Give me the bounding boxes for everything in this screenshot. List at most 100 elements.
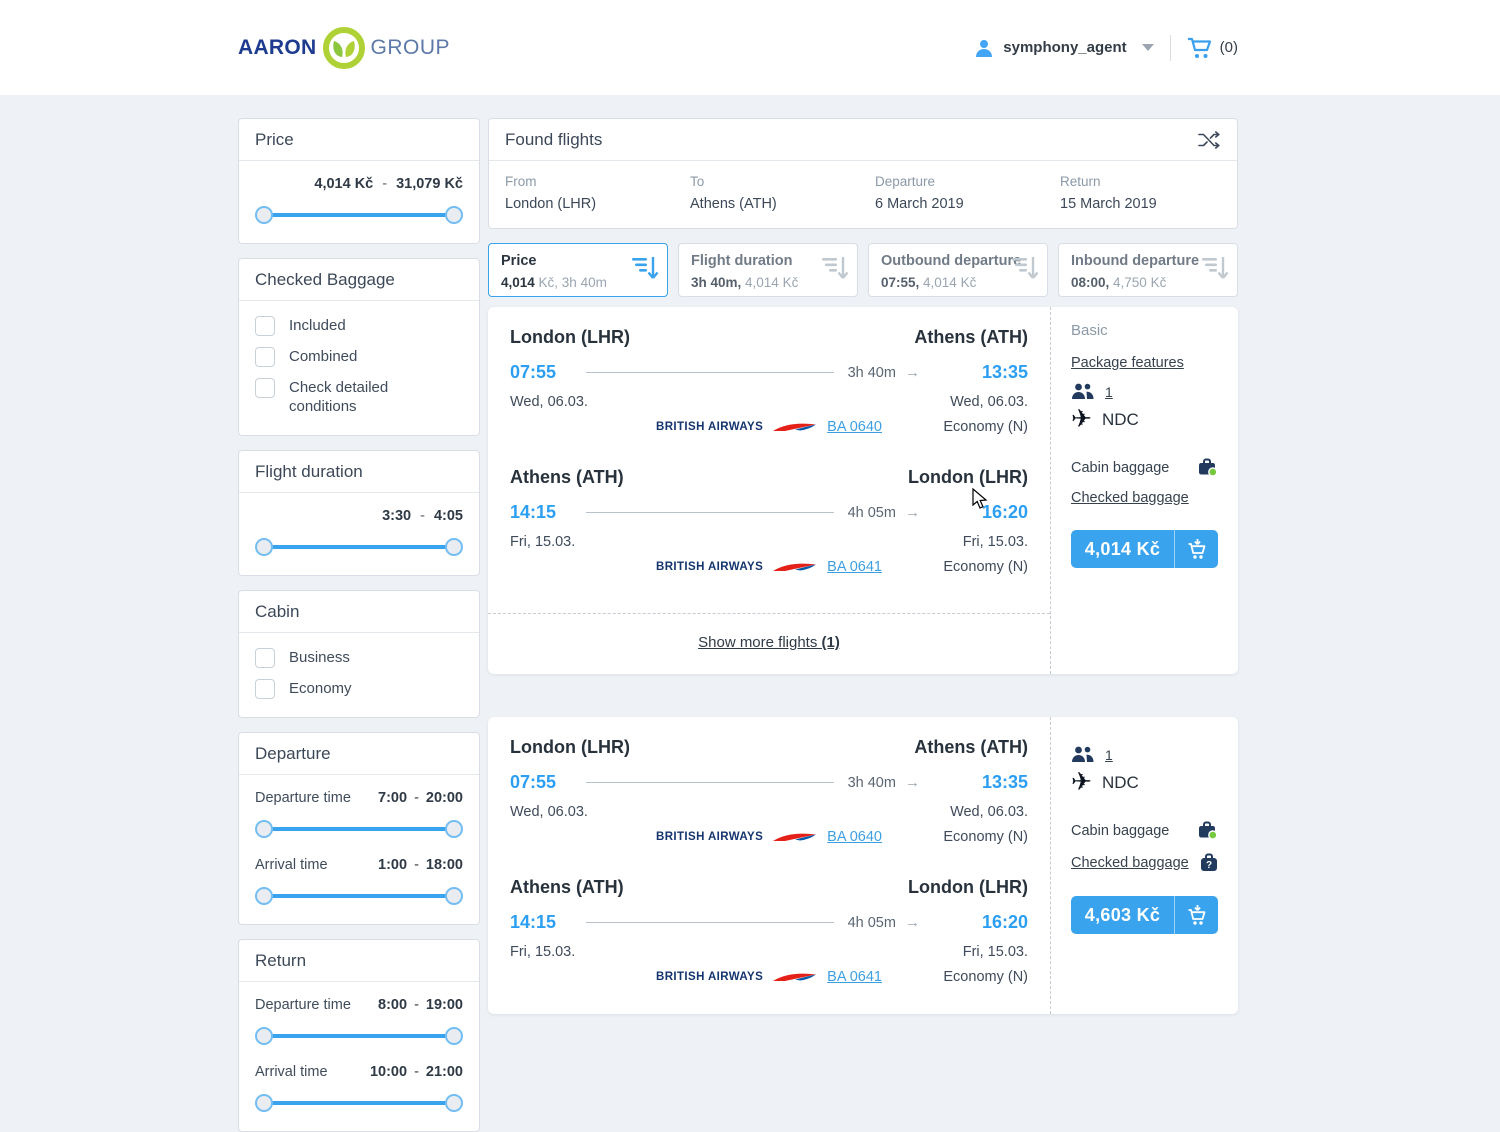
flight-number-link[interactable]: BA 0640 bbox=[827, 829, 882, 845]
slider-track[interactable] bbox=[264, 213, 454, 217]
slider-handle-min[interactable] bbox=[255, 819, 273, 838]
plane-icon: ✈ bbox=[1071, 768, 1092, 796]
user-menu[interactable]: symphony_agent bbox=[974, 38, 1154, 58]
slider-track[interactable] bbox=[264, 893, 454, 898]
flight-path-line bbox=[586, 782, 834, 783]
ndc-label: NDC bbox=[1101, 409, 1139, 429]
checked-baggage-link[interactable]: Checked baggage bbox=[1071, 854, 1189, 871]
slider-handle-min[interactable] bbox=[255, 1093, 273, 1112]
slider-handle-min[interactable] bbox=[255, 1026, 273, 1045]
checkbox-box[interactable] bbox=[255, 678, 275, 699]
airline-name: BRITISH AIRWAYS bbox=[655, 831, 764, 843]
return-departure-time-slider[interactable] bbox=[255, 1026, 463, 1046]
duration-slider-handle-max[interactable] bbox=[445, 537, 463, 556]
slider-handle-max[interactable] bbox=[445, 1093, 463, 1112]
return-arrival-time-range: 10:00-21:00 bbox=[369, 1063, 463, 1080]
duration-range-values: 3:30-4:05 bbox=[382, 507, 463, 524]
slider-handle-max[interactable] bbox=[445, 819, 463, 838]
sort-tab-outbound-departure[interactable]: Outbound departure 07:55, 4,014 Kč bbox=[868, 243, 1048, 297]
passenger-count-link[interactable]: 1 bbox=[1105, 746, 1113, 763]
fare-panel: Basic Package features 1 ✈ bbox=[1051, 307, 1238, 674]
checkbox-business[interactable]: Business bbox=[255, 647, 463, 668]
checkbox-combined[interactable]: Combined bbox=[255, 347, 463, 367]
flight-path-line bbox=[586, 372, 834, 373]
airline-info: BRITISH AIRWAYS BA 0640 bbox=[656, 829, 882, 845]
flight-number-link[interactable]: BA 0641 bbox=[827, 559, 882, 575]
arrival-time: 16:20 bbox=[981, 912, 1028, 932]
return-arrival-time-label: Arrival time bbox=[255, 1063, 328, 1080]
return-departure-time-range: 8:00-19:00 bbox=[378, 996, 463, 1013]
checked-baggage-question-icon: ? bbox=[1201, 853, 1217, 871]
found-flights-title: Found flights bbox=[505, 130, 603, 149]
cabin-baggage-included-icon bbox=[1199, 821, 1218, 840]
user-name: symphony_agent bbox=[1003, 39, 1127, 56]
slider-handle-max[interactable] bbox=[445, 886, 463, 905]
checkbox-box[interactable] bbox=[255, 347, 275, 367]
departure-time: 14:15 bbox=[510, 502, 557, 522]
flight-duration-filter-panel: Flight duration 3:30-4:05 bbox=[238, 449, 480, 576]
return-title: Return bbox=[239, 940, 479, 982]
add-to-cart-icon bbox=[1174, 530, 1218, 568]
slider-handle-max[interactable] bbox=[445, 1026, 463, 1045]
checked-baggage-link[interactable]: Checked baggage bbox=[1071, 490, 1189, 506]
plane-icon: ✈ bbox=[1071, 405, 1092, 433]
sort-tab-inbound-departure[interactable]: Inbound departure 08:00, 4,750 Kč bbox=[1058, 243, 1238, 297]
found-departure: Departure 6 March 2019 bbox=[875, 174, 964, 212]
slider-track[interactable] bbox=[264, 544, 454, 549]
sort-tab-flight-duration[interactable]: Flight duration 3h 40m, 4,014 Kč bbox=[678, 243, 858, 297]
cabin-baggage-included-icon bbox=[1199, 458, 1218, 477]
departure-date: Fri, 15.03. bbox=[510, 534, 576, 550]
departure-time-range: 7:00-20:00 bbox=[378, 789, 463, 806]
destination-city: London (LHR) bbox=[908, 877, 1028, 897]
show-more-flights-link[interactable]: Show more flights (1) bbox=[698, 634, 840, 651]
aaron-group-logo: AARON GROUP bbox=[238, 25, 450, 71]
departure-title: Departure bbox=[239, 733, 479, 775]
departure-time-slider[interactable] bbox=[255, 819, 463, 839]
duration-slider[interactable] bbox=[255, 537, 463, 557]
checkbox-included[interactable]: Included bbox=[255, 316, 463, 336]
arrival-time-slider[interactable] bbox=[255, 886, 463, 906]
slider-track[interactable] bbox=[264, 826, 454, 831]
price: 4,603 Kč bbox=[1084, 904, 1161, 925]
sort-tab-price[interactable]: Price 4,014 Kč, 3h 40m bbox=[488, 243, 668, 297]
price-range-values: 4,014 Kč -31,079 Kč bbox=[314, 176, 463, 192]
shuffle-icon[interactable] bbox=[1197, 131, 1221, 149]
flight-number-link[interactable]: BA 0640 bbox=[827, 419, 882, 435]
return-arrival-time-slider[interactable] bbox=[255, 1093, 463, 1113]
cart-count: (0) bbox=[1219, 39, 1238, 56]
checkbox-economy[interactable]: Economy bbox=[255, 678, 463, 699]
departure-date: Wed, 06.03. bbox=[510, 394, 588, 410]
price-slider-handle-max[interactable] bbox=[445, 206, 463, 224]
add-to-cart-price-button[interactable]: 4,014 Kč bbox=[1071, 530, 1218, 568]
cart-button[interactable]: (0) bbox=[1187, 37, 1238, 59]
checkbox-box[interactable] bbox=[255, 378, 275, 398]
departure-date: Wed, 06.03. bbox=[510, 804, 588, 820]
package-features-link[interactable]: Package features bbox=[1071, 355, 1184, 371]
arrow-right-icon: → bbox=[904, 504, 920, 521]
arrival-time-label: Arrival time bbox=[255, 856, 328, 873]
origin-city: Athens (ATH) bbox=[510, 467, 624, 487]
flight-path-line bbox=[586, 922, 834, 923]
checkbox-box[interactable] bbox=[255, 647, 275, 668]
price-slider[interactable] bbox=[255, 205, 463, 225]
departure-time-label: Departure time bbox=[255, 789, 351, 806]
flight-duration: 4h 05m bbox=[847, 914, 896, 931]
slider-handle-min[interactable] bbox=[255, 886, 273, 905]
flight-segment-outbound: London (LHR) Athens (ATH) 07:55 3h 40m →… bbox=[488, 717, 1050, 857]
slider-track[interactable] bbox=[264, 1100, 454, 1105]
british-airways-speedmark-icon bbox=[773, 423, 817, 431]
cabin-class: Economy (N) bbox=[943, 559, 1028, 575]
flight-number-link[interactable]: BA 0641 bbox=[827, 969, 882, 985]
slider-track[interactable] bbox=[264, 1033, 454, 1038]
price-slider-handle-min[interactable] bbox=[255, 206, 273, 224]
passenger-count-link[interactable]: 1 bbox=[1105, 383, 1113, 400]
checkbox-box[interactable] bbox=[255, 316, 275, 336]
arrival-time: 13:35 bbox=[981, 772, 1028, 792]
duration-slider-handle-min[interactable] bbox=[255, 537, 273, 556]
ndc-label: NDC bbox=[1101, 772, 1139, 792]
checkbox-check-detailed-conditions[interactable]: Check detailed conditions bbox=[255, 378, 463, 417]
checked-baggage-title: Checked Baggage bbox=[239, 259, 479, 301]
add-to-cart-price-button[interactable]: 4,603 Kč bbox=[1071, 896, 1218, 934]
fare-tier-label: Basic bbox=[1071, 322, 1108, 339]
filters-sidebar: Price 4,014 Kč -31,079 Kč Checked Baggage… bbox=[238, 118, 480, 1132]
